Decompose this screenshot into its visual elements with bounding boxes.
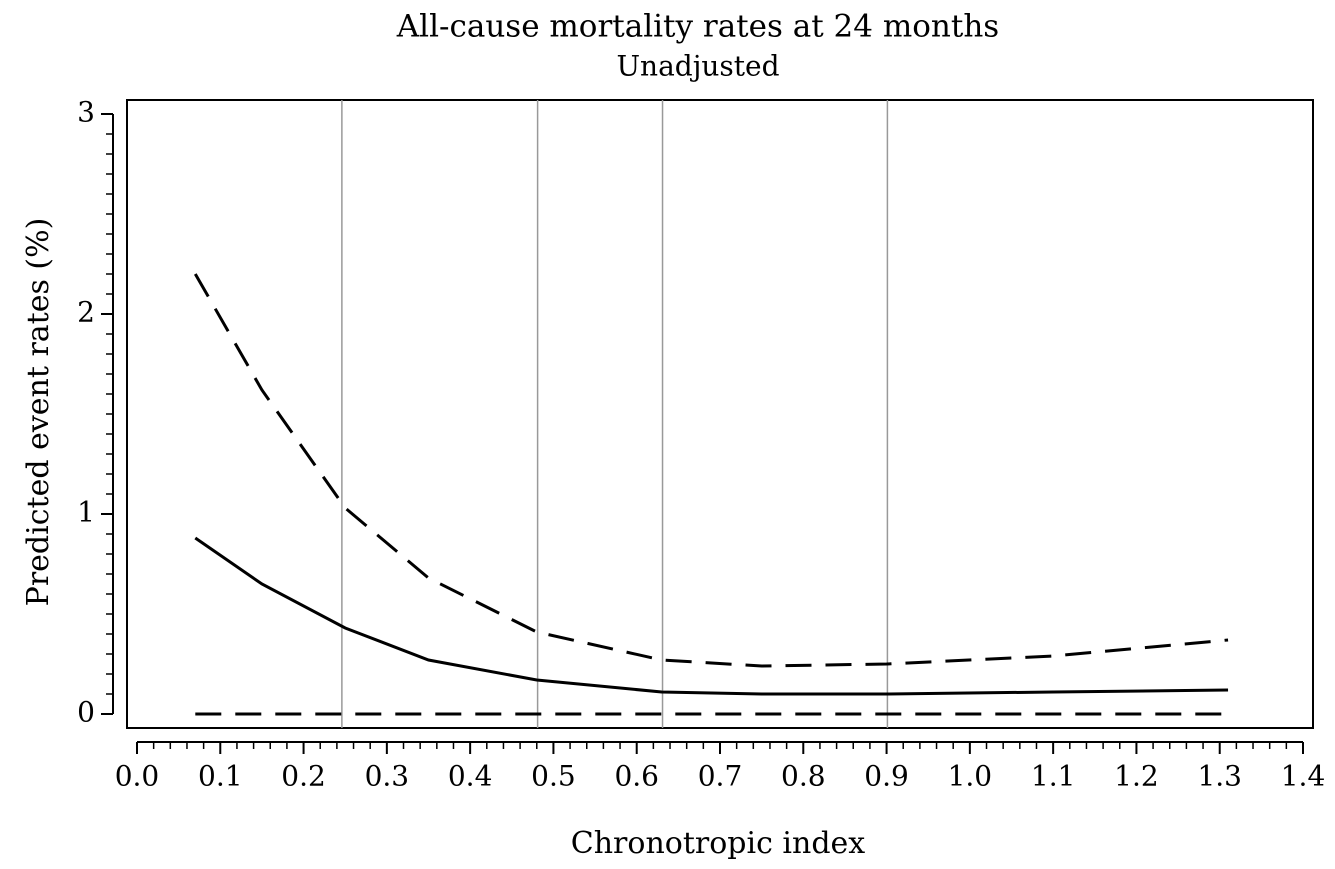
y-tick-label: 2 <box>77 296 95 329</box>
x-tick-label: 0.8 <box>781 760 826 793</box>
y-tick-label: 3 <box>77 96 95 129</box>
x-tick-label: 0.0 <box>115 760 160 793</box>
x-tick-label: 0.6 <box>614 760 659 793</box>
x-tick-label: 0.3 <box>365 760 410 793</box>
x-tick-label: 0.1 <box>198 760 243 793</box>
y-axis-label: Predicted event rates (%) <box>21 218 56 607</box>
x-tick-label: 1.1 <box>1031 760 1076 793</box>
x-tick-label: 0.2 <box>281 760 326 793</box>
x-tick-label: 0.4 <box>448 760 493 793</box>
x-tick-label: 1.3 <box>1197 760 1242 793</box>
x-tick-label: 1.4 <box>1281 760 1326 793</box>
plot-frame <box>126 99 1314 729</box>
chart-title: All-cause mortality rates at 24 months <box>396 9 999 45</box>
y-tick-label: 0 <box>77 696 95 729</box>
x-tick-label: 1.2 <box>1114 760 1159 793</box>
y-tick-label: 1 <box>77 496 95 529</box>
series-line <box>194 536 1229 696</box>
x-tick-label: 0.7 <box>698 760 743 793</box>
x-tick-label: 0.9 <box>864 760 909 793</box>
chart-subtitle: Unadjusted <box>616 50 779 83</box>
series-line <box>193 273 1229 668</box>
x-tick-label: 0.5 <box>531 760 576 793</box>
x-tick-label: 1.0 <box>948 760 993 793</box>
x-axis-label: Chronotropic index <box>571 826 866 861</box>
